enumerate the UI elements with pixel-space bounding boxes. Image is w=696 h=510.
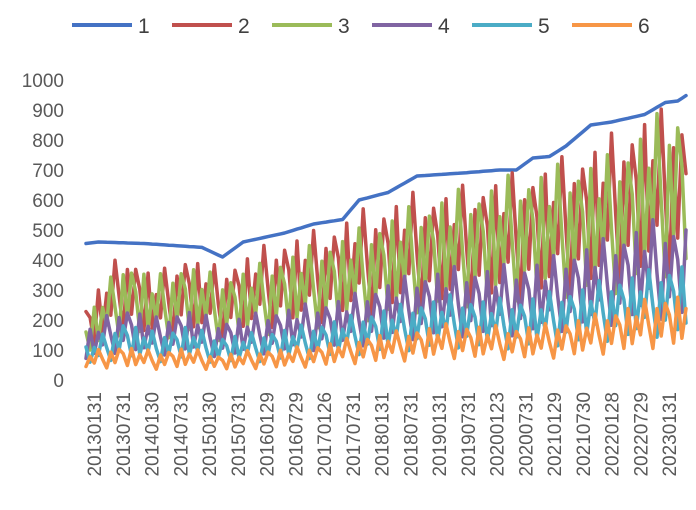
- x-tick-label: 20160729: [286, 392, 307, 477]
- y-axis: 0 100 200 300 400 500 600 700 800 900 1000: [22, 71, 64, 392]
- x-tick-label: 20180731: [401, 392, 422, 477]
- x-tick-label: 20130731: [114, 392, 135, 477]
- x-tick-label: 20150731: [229, 392, 250, 477]
- y-tick-label: 900: [32, 101, 64, 122]
- y-tick-label: 0: [53, 371, 64, 392]
- series-line-1: [84, 93, 688, 259]
- x-tick-label: 20190731: [459, 392, 480, 477]
- series-line-6: [84, 295, 688, 372]
- legend-label-3: 3: [338, 15, 350, 38]
- x-tick-label: 20220128: [603, 392, 624, 477]
- x-tick-label: 20140130: [143, 392, 164, 477]
- x-tick-label: 20220729: [631, 392, 652, 477]
- x-axis: 20130131 20130731 20140130 20140731 20150130…: [85, 392, 681, 477]
- x-tick-label: 20210129: [545, 392, 566, 477]
- x-tick-label: 20210730: [574, 392, 595, 477]
- x-tick-label: 20200731: [516, 392, 537, 477]
- series-line-2: [84, 107, 688, 344]
- x-tick-label: 20160129: [258, 392, 279, 477]
- x-tick-label: 20180131: [373, 392, 394, 477]
- plot-area: [84, 93, 688, 372]
- x-tick-label: 20170731: [344, 392, 365, 477]
- x-tick-label: 20230131: [660, 392, 681, 477]
- y-tick-label: 1000: [22, 71, 64, 92]
- legend-label-5: 5: [538, 15, 550, 38]
- y-tick-label: 700: [32, 161, 64, 182]
- x-tick-label: 20190131: [430, 392, 451, 477]
- legend-label-1: 1: [138, 15, 150, 38]
- x-tick-label: 20170126: [315, 392, 336, 477]
- y-tick-label: 400: [32, 251, 64, 272]
- y-tick-label: 600: [32, 191, 64, 212]
- chart-legend: 1 2 3 4 5 6: [72, 15, 650, 38]
- x-tick-label: 20130131: [85, 392, 106, 477]
- legend-label-2: 2: [238, 15, 250, 38]
- x-tick-label: 20140731: [171, 392, 192, 477]
- y-tick-label: 100: [32, 341, 64, 362]
- y-tick-label: 300: [32, 281, 64, 302]
- x-tick-label: 20200123: [488, 392, 509, 477]
- y-tick-label: 800: [32, 131, 64, 152]
- x-tick-label: 20150130: [200, 392, 221, 477]
- y-tick-label: 200: [32, 311, 64, 332]
- legend-label-6: 6: [638, 15, 650, 38]
- y-tick-label: 500: [32, 221, 64, 242]
- legend-label-4: 4: [438, 15, 450, 38]
